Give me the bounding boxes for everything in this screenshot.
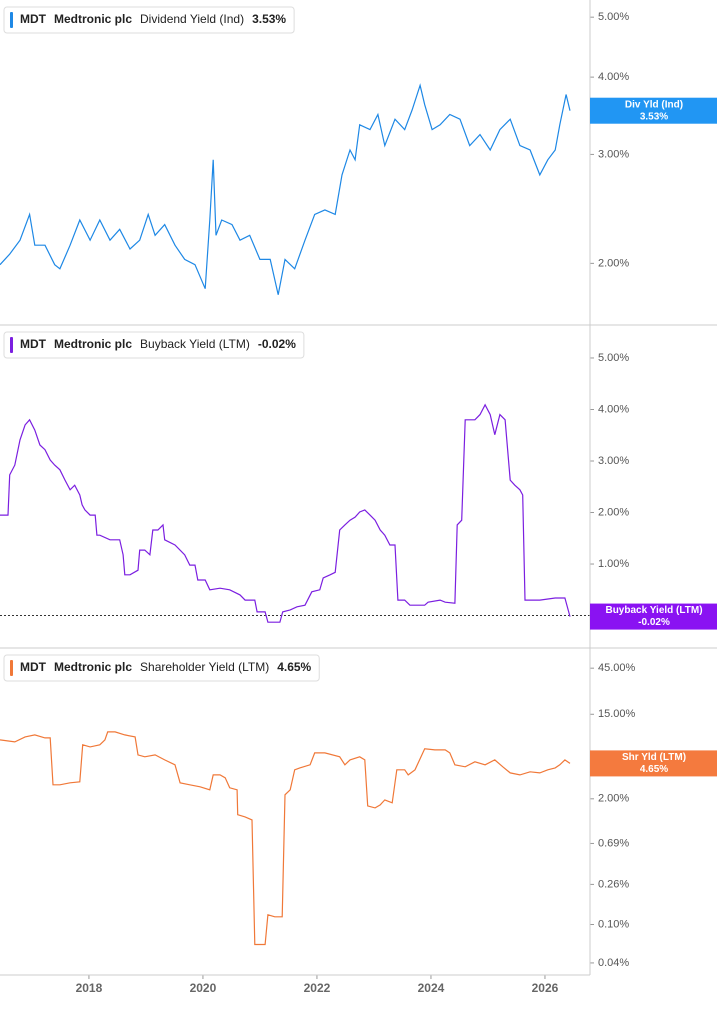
legend-text: Medtronic plc <box>54 660 132 674</box>
legend-swatch <box>10 337 13 353</box>
x-tick-label: 2022 <box>304 981 331 995</box>
legend-text: -0.02% <box>258 337 296 351</box>
legend-text: MDT <box>20 12 47 26</box>
legend: MDT Medtronic plc Shareholder Yield (LTM) 4… <box>3 654 320 682</box>
last-value-tag <box>590 97 717 124</box>
legend-text: 3.53% <box>252 12 286 26</box>
y-tick-label: 1.00% <box>598 558 629 570</box>
legend-swatch <box>10 12 13 28</box>
legend-text: 4.65% <box>277 660 311 674</box>
legend-box <box>3 6 295 34</box>
legend-box <box>3 654 320 682</box>
legend-box <box>3 331 305 359</box>
legend-text: Shareholder Yield (LTM) <box>140 660 269 674</box>
y-tick-label: 2.00% <box>598 257 629 269</box>
x-tick-label: 2026 <box>532 981 559 995</box>
tag-value: 4.65% <box>640 764 668 775</box>
y-tick-label: 45.00% <box>598 662 636 674</box>
tag-value: -0.02% <box>638 617 670 628</box>
legend-text: Buyback Yield (LTM) <box>140 337 250 351</box>
legend-text: Dividend Yield (Ind) <box>140 12 244 26</box>
legend: MDT Medtronic plc Dividend Yield (Ind) 3.53… <box>3 6 295 34</box>
y-tick-label: 15.00% <box>598 708 636 720</box>
y-tick-label: 5.00% <box>598 352 629 364</box>
y-tick-label: 0.10% <box>598 918 629 930</box>
x-tick-label: 2020 <box>190 981 217 995</box>
tag-name: Div Yld (Ind) <box>625 99 683 110</box>
legend-swatch <box>10 660 13 676</box>
y-tick-label: 0.69% <box>598 837 629 849</box>
y-tick-label: 0.26% <box>598 878 629 890</box>
y-tick-label: 4.00% <box>598 403 629 415</box>
legend-text: MDT <box>20 337 47 351</box>
y-tick-label: 2.00% <box>598 793 629 805</box>
tag-value: 3.53% <box>640 111 668 122</box>
y-tick-label: 4.00% <box>598 71 629 83</box>
tag-name: Shr Yld (LTM) <box>622 752 686 763</box>
x-tick-label: 2024 <box>418 981 445 995</box>
y-tick-label: 3.00% <box>598 455 629 467</box>
legend-text: MDT <box>20 660 47 674</box>
series-line <box>0 731 571 946</box>
y-tick-label: 5.00% <box>598 11 629 23</box>
legend-text: Medtronic plc <box>54 12 132 26</box>
legend: MDT Medtronic plc Buyback Yield (LTM) -0.02… <box>3 331 305 359</box>
tag-name: Buyback Yield (LTM) <box>605 605 702 616</box>
series-line <box>0 83 571 295</box>
x-tick-label: 2018 <box>76 981 103 995</box>
y-tick-label: 2.00% <box>598 506 629 518</box>
last-value-tag <box>590 603 717 630</box>
legend-text: Medtronic plc <box>54 337 132 351</box>
series-line <box>0 403 571 623</box>
y-tick-label: 3.00% <box>598 148 629 160</box>
y-tick-label: 0.04% <box>598 957 629 969</box>
last-value-tag <box>590 750 717 777</box>
